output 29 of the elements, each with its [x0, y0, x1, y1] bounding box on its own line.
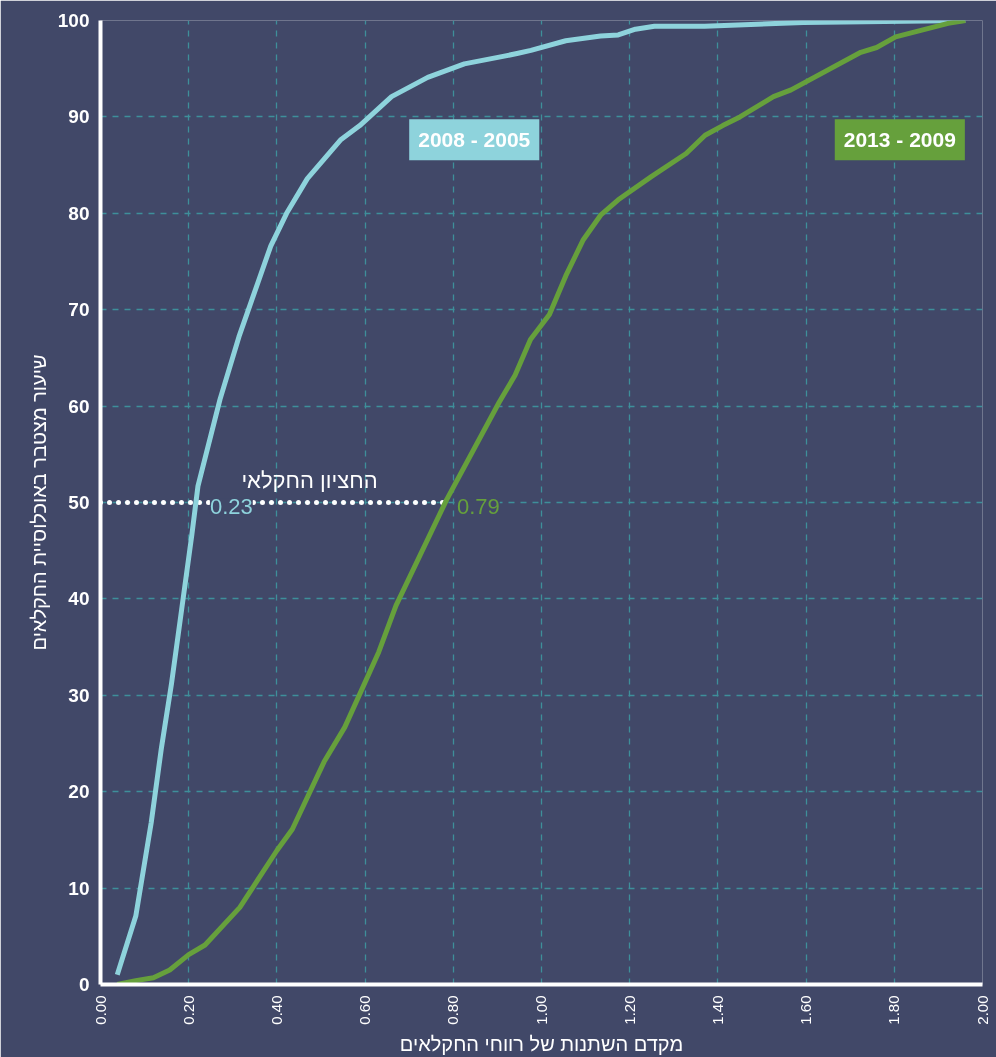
y-tick-label: 60	[68, 395, 90, 417]
x-tick-label: 1.00	[532, 995, 550, 1025]
y-tick-label: 90	[68, 106, 90, 128]
y-tick-label: 100	[57, 10, 90, 31]
x-tick-label: 2.00	[973, 995, 991, 1025]
y-tick-label: 0	[78, 974, 90, 995]
x-tick-label: 0.40	[267, 995, 285, 1025]
y-axis-title: שיעור מצטבר באוכלוסיית החקלאים	[27, 354, 50, 651]
x-tick-label: 0.60	[356, 995, 374, 1025]
y-tick-label: 20	[68, 781, 90, 803]
y-tick-label: 70	[68, 299, 90, 321]
annotation: 0.79	[456, 493, 500, 519]
x-tick-label: 1.60	[797, 995, 815, 1025]
x-tick-label: 1.40	[708, 995, 726, 1025]
x-axis-title: מקדם השתנות של רווחי החקלאים	[399, 1032, 684, 1055]
x-tick-label: 1.20	[620, 995, 638, 1025]
y-tick-label: 10	[68, 877, 90, 899]
y-tick-label: 50	[68, 492, 90, 513]
x-tick-label: 0.80	[444, 995, 462, 1025]
y-tick-label: 30	[68, 684, 90, 706]
x-tick-label: 0.20	[179, 995, 197, 1025]
x-tick-label: 0.00	[91, 995, 109, 1025]
y-tick-label: 80	[68, 202, 90, 224]
ref-line-label: החציון החקלאי	[241, 467, 378, 493]
annotation: 0.23	[209, 493, 253, 519]
y-tick-label: 40	[68, 588, 90, 610]
x-tick-label: 1.80	[885, 995, 903, 1025]
series-label: 2008 - 2005	[418, 128, 531, 152]
text: 2013 - 2009	[843, 128, 956, 152]
